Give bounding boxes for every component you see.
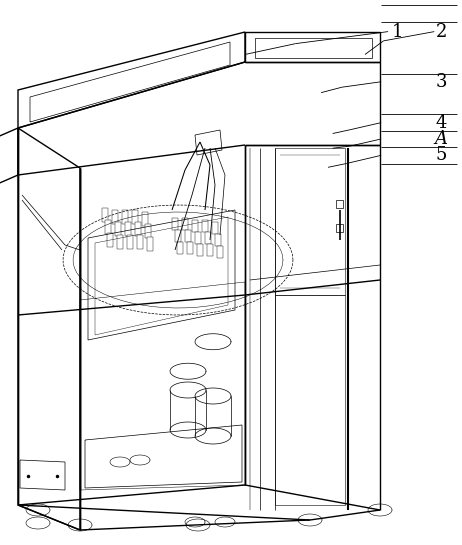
Bar <box>137 235 143 249</box>
Bar <box>336 200 343 208</box>
Bar <box>187 242 193 254</box>
Bar <box>202 220 208 232</box>
Bar <box>215 234 221 246</box>
Bar <box>145 224 151 238</box>
Bar <box>175 230 181 242</box>
Text: 4: 4 <box>436 113 447 132</box>
Bar <box>197 244 203 256</box>
Bar <box>107 233 113 247</box>
Bar <box>205 232 211 244</box>
Bar <box>192 220 198 232</box>
Bar <box>102 208 108 222</box>
Bar <box>117 235 123 249</box>
Bar <box>135 222 141 236</box>
Bar <box>182 218 188 230</box>
Bar <box>336 224 343 232</box>
Bar <box>217 246 223 258</box>
Bar <box>207 244 213 256</box>
Bar <box>122 210 128 224</box>
Bar <box>172 218 178 230</box>
Bar <box>105 220 111 234</box>
Bar <box>115 222 121 236</box>
Text: 2: 2 <box>436 22 447 41</box>
Text: 5: 5 <box>436 146 447 165</box>
Bar <box>112 210 118 224</box>
Bar <box>195 232 201 244</box>
Bar <box>125 222 131 236</box>
Text: A: A <box>435 130 448 148</box>
Bar <box>185 230 191 242</box>
Text: 3: 3 <box>436 72 447 91</box>
Text: 1: 1 <box>392 22 403 41</box>
Bar <box>142 212 148 226</box>
Bar <box>132 210 138 224</box>
Bar <box>212 222 218 234</box>
Bar <box>127 235 133 249</box>
Bar <box>177 242 183 254</box>
Bar <box>147 237 153 251</box>
